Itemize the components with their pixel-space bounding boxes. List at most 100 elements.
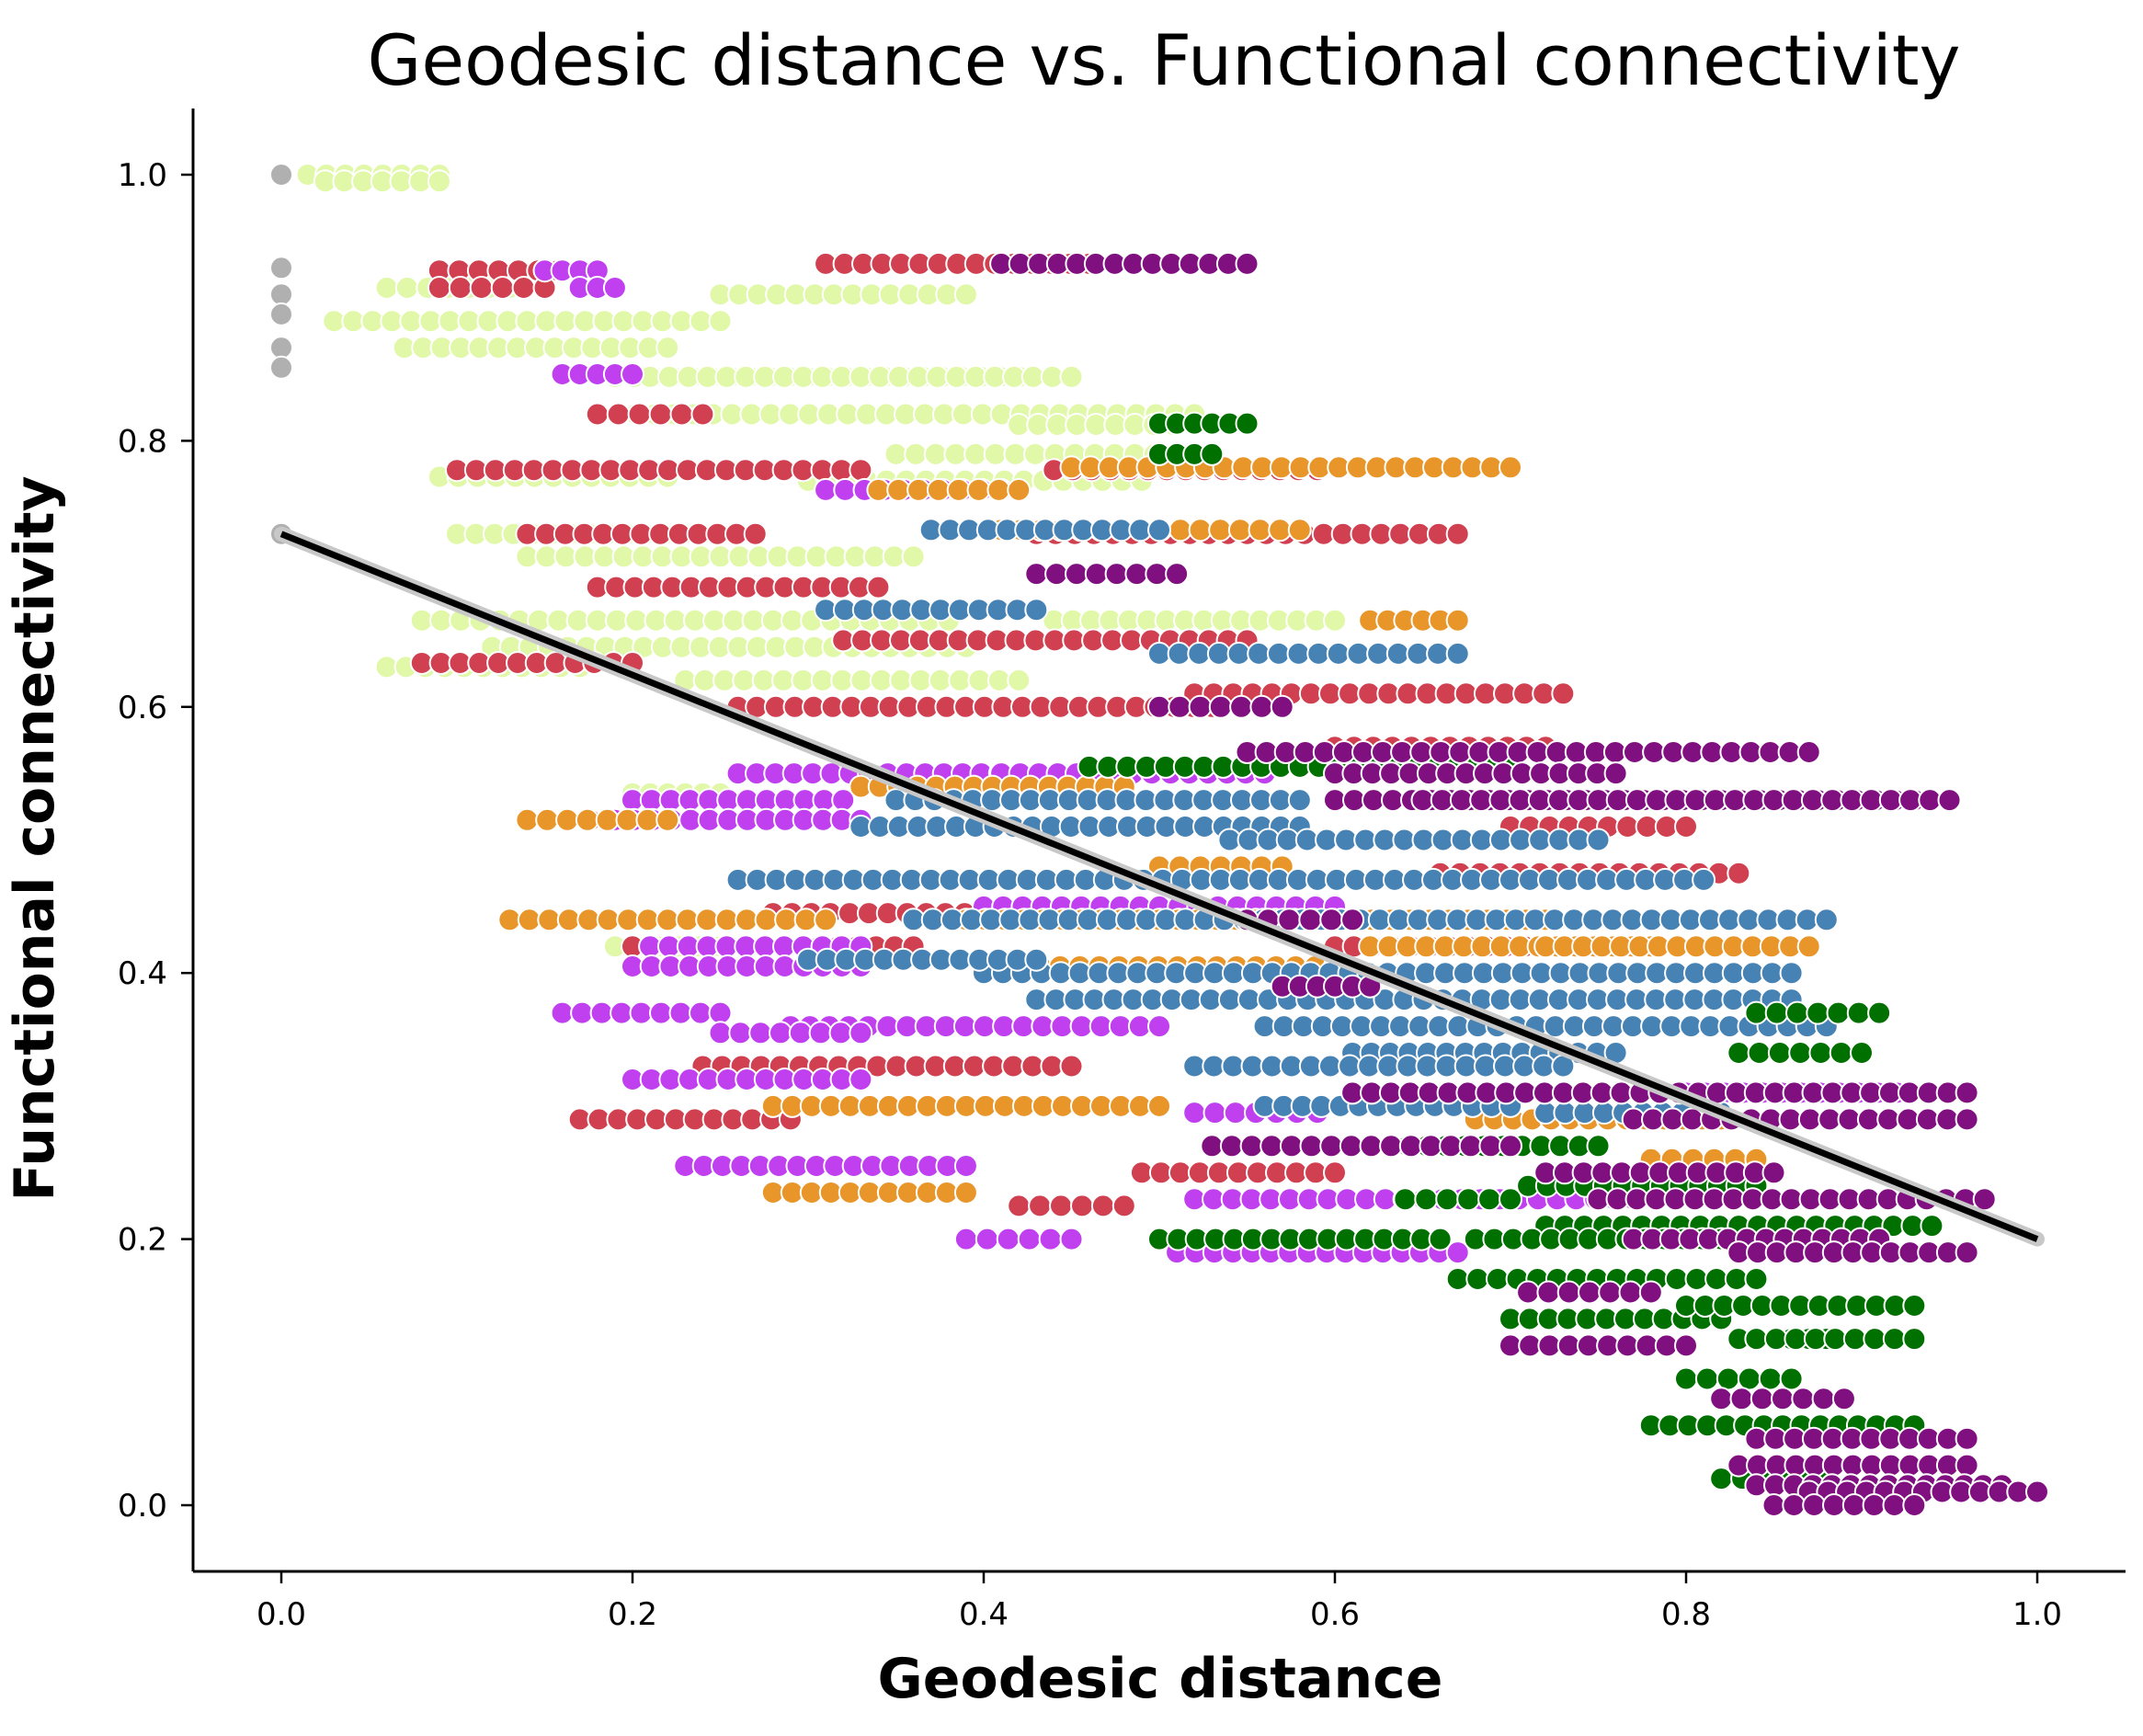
- scatter-point: [1704, 1267, 1729, 1291]
- scatter-point: [1841, 1493, 1866, 1517]
- scatter-point: [793, 908, 818, 932]
- scatter-point: [1638, 1280, 1663, 1305]
- scatter-point: [695, 908, 720, 932]
- scatter-point: [1785, 1000, 1809, 1025]
- y-tick-label: 0.8: [118, 423, 167, 460]
- scatter-point: [1831, 1387, 1856, 1411]
- scatter-point: [1306, 641, 1331, 666]
- scatter-point: [1003, 441, 1028, 466]
- scatter-point: [1445, 1267, 1470, 1291]
- scatter-point: [1249, 694, 1274, 719]
- scatter-point: [923, 441, 948, 466]
- scatter-point: [1270, 694, 1294, 719]
- scatter-point: [1445, 641, 1470, 666]
- scatter-point: [1729, 1387, 1754, 1411]
- scatter-point: [649, 1000, 673, 1025]
- scatter-point: [635, 807, 660, 832]
- scatter-point: [1846, 1000, 1871, 1025]
- scatter-point: [1147, 1014, 1171, 1039]
- scatter-point: [1445, 1240, 1470, 1265]
- scatter-point: [595, 807, 620, 832]
- scatter-point: [1298, 908, 1323, 932]
- scatter-point: [1556, 1280, 1581, 1305]
- y-tick-label: 1.0: [118, 157, 167, 194]
- scatter-point: [769, 1021, 792, 1045]
- scatter-point: [1168, 694, 1192, 719]
- scatter-point: [515, 807, 540, 832]
- scatter-point: [1359, 1134, 1384, 1159]
- scatter-point: [1379, 1134, 1404, 1159]
- scatter-point: [1398, 1134, 1423, 1159]
- scatter-point: [1744, 1000, 1769, 1025]
- scatter-point: [1586, 1134, 1611, 1159]
- scatter-point: [1065, 562, 1089, 587]
- scatter-point: [1239, 1134, 1264, 1159]
- scatter-point: [1268, 518, 1293, 542]
- scatter-point: [1145, 562, 1169, 587]
- scatter-point: [269, 163, 293, 187]
- scatter-point: [1724, 1267, 1749, 1291]
- scatter-point: [1044, 562, 1069, 587]
- scatter-point: [1499, 1187, 1522, 1212]
- scatter-point: [1266, 641, 1291, 666]
- scatter-point: [754, 908, 779, 932]
- scatter-point: [556, 908, 581, 932]
- scatter-point: [1782, 1493, 1807, 1517]
- scatter-point: [1235, 251, 1260, 276]
- scatter-point: [269, 256, 293, 280]
- scatter-point: [906, 477, 931, 502]
- scatter-point: [1829, 1041, 1853, 1065]
- scatter-point: [946, 477, 971, 502]
- scatter-point: [575, 807, 599, 832]
- scatter-point: [1822, 1493, 1846, 1517]
- scatter-point: [497, 908, 522, 932]
- scatter-point: [1219, 1134, 1244, 1159]
- scatter-point: [1771, 1387, 1795, 1411]
- scatter-point: [1435, 1187, 1460, 1212]
- scatter-point: [953, 1181, 978, 1205]
- scatter-point: [866, 477, 891, 502]
- scatter-point: [1049, 1194, 1073, 1218]
- scatter-point: [1147, 1093, 1171, 1118]
- scatter-point: [517, 908, 541, 932]
- scatter-point: [269, 336, 293, 360]
- scatter-point: [602, 276, 627, 300]
- scatter-point: [1744, 1327, 1769, 1352]
- scatter-point: [1758, 1366, 1783, 1391]
- scatter-point: [996, 1227, 1020, 1251]
- scatter-point: [1023, 441, 1047, 466]
- regression-line-layer: [274, 526, 2045, 1247]
- scatter-point: [1516, 1280, 1541, 1305]
- scatter-point: [269, 355, 293, 380]
- scatter-point: [1586, 828, 1611, 852]
- scatter-point: [1287, 518, 1312, 542]
- scatter-point: [1007, 477, 1032, 502]
- scatter-point: [1028, 1194, 1053, 1218]
- x-tick-label: 1.0: [2012, 1596, 2062, 1633]
- scatter-point: [1323, 1160, 1347, 1185]
- scatter-point: [1867, 1000, 1892, 1025]
- scatter-point: [655, 336, 680, 360]
- scatter-point: [1811, 1387, 1836, 1411]
- scatter-point: [1955, 1240, 1979, 1265]
- scatter-point: [774, 908, 799, 932]
- scatter-point: [1090, 1194, 1115, 1218]
- scatter-point: [828, 1021, 853, 1045]
- scatter-point: [555, 807, 580, 832]
- scatter-point: [1779, 1366, 1804, 1391]
- scatter-point: [788, 1021, 813, 1045]
- scatter-point: [1385, 641, 1410, 666]
- scatter-point: [1168, 518, 1192, 542]
- x-axis-ticks: 0.0 0.2 0.4 0.6 0.8 1.0: [256, 1571, 2062, 1633]
- scatter-point: [690, 402, 715, 427]
- scatter-point: [1339, 1134, 1363, 1159]
- scatter-point: [655, 908, 680, 932]
- y-tick-label: 0.2: [118, 1222, 167, 1259]
- scatter-point: [986, 477, 1011, 502]
- scatter-point: [1674, 1333, 1698, 1358]
- y-axis-label: Functional connectivity: [3, 475, 67, 1201]
- scatter-point: [621, 362, 644, 386]
- scatter-point: [1692, 867, 1716, 892]
- scatter-point: [1024, 562, 1049, 587]
